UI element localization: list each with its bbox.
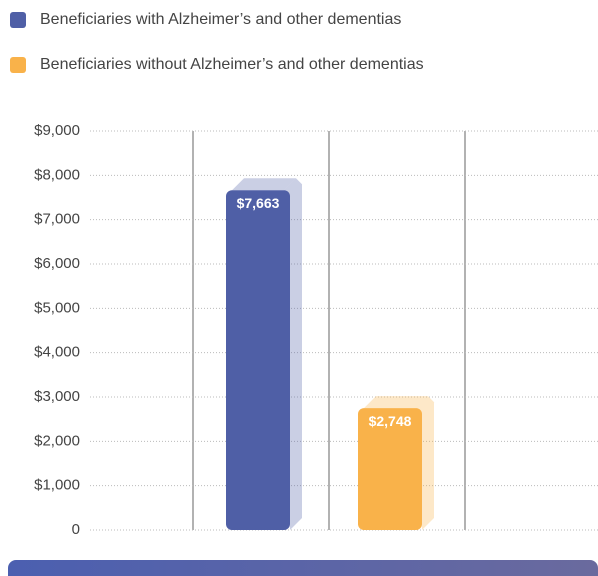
legend-label: Beneficiaries with Alzheimer’s and other…	[40, 11, 401, 28]
legend-swatch	[10, 57, 26, 73]
bar	[226, 190, 290, 530]
legend-label: Beneficiaries without Alzheimer’s and ot…	[40, 56, 424, 73]
y-tick-label: $1,000	[34, 477, 80, 494]
y-tick-label: $8,000	[34, 166, 80, 183]
value-label: $7,663	[237, 195, 280, 211]
bar-top	[232, 178, 296, 191]
value-label: $2,748	[369, 413, 412, 429]
y-tick-label: $7,000	[34, 211, 80, 228]
y-tick-label: $5,000	[34, 299, 80, 316]
legend-swatch	[10, 12, 26, 28]
y-tick-label: $2,000	[34, 432, 80, 449]
y-tick-label: $4,000	[34, 344, 80, 361]
bar-top	[364, 396, 428, 409]
y-tick-label: $3,000	[34, 388, 80, 405]
bar	[358, 408, 422, 530]
y-tick-label: 0	[72, 521, 80, 538]
y-tick-label: $9,000	[34, 122, 80, 139]
footer-band	[8, 560, 598, 576]
y-tick-label: $6,000	[34, 255, 80, 272]
